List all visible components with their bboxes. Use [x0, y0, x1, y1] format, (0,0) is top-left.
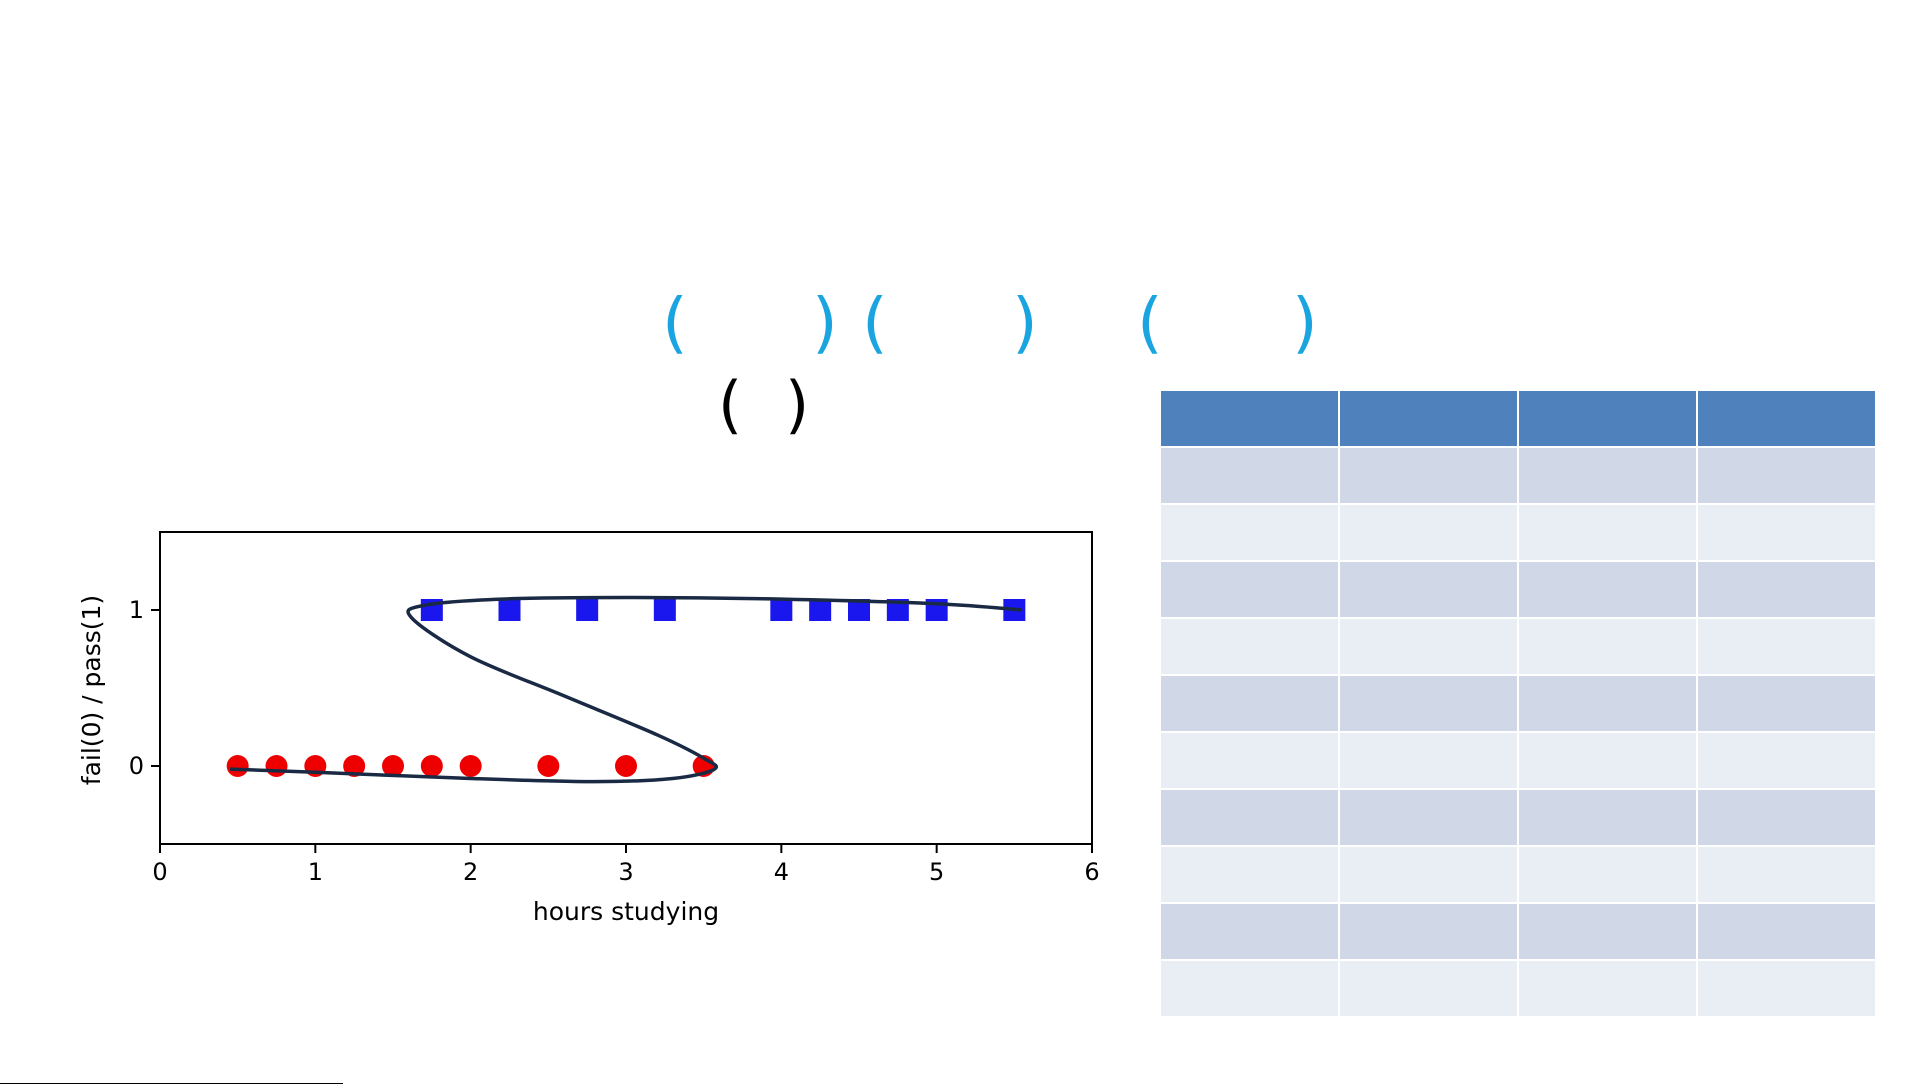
- table-cell: [1338, 617, 1519, 676]
- chart-marks: [226, 595, 1026, 784]
- table-cell: [1696, 731, 1877, 790]
- table-cell: [1517, 674, 1698, 733]
- table-cell: [1159, 674, 1340, 733]
- table-cell: [1338, 731, 1519, 790]
- table-row: [1159, 617, 1877, 676]
- x-tick-label: 5: [929, 858, 944, 886]
- table-cell: [1517, 731, 1698, 790]
- data-point-pass: [886, 599, 909, 621]
- table-cell: [1517, 503, 1698, 562]
- subtitle-paren-open: (: [718, 368, 743, 441]
- plot-frame: [159, 531, 1093, 845]
- table-header-cell: [1517, 389, 1698, 448]
- x-tick-label: 1: [308, 858, 323, 886]
- table-cell: [1338, 446, 1519, 505]
- table-cell: [1696, 503, 1877, 562]
- table-cell: [1159, 788, 1340, 847]
- table-row: [1159, 902, 1877, 961]
- table-cell: [1159, 446, 1340, 505]
- data-point-fail: [615, 755, 637, 777]
- table-header-cell: [1696, 389, 1877, 448]
- table-cell: [1159, 503, 1340, 562]
- table-cell: [1696, 788, 1877, 847]
- x-tick-label: 6: [1084, 858, 1099, 886]
- table-cell: [1696, 617, 1877, 676]
- y-axis-label: fail(0) / pass(1): [77, 595, 106, 785]
- table-cell: [1517, 788, 1698, 847]
- table-row: [1159, 446, 1877, 505]
- data-point-pass: [809, 599, 832, 621]
- table-row: [1159, 845, 1877, 904]
- title-paren-close-1: ): [812, 284, 838, 361]
- table-cell: [1159, 959, 1340, 1018]
- table-cell: [1338, 845, 1519, 904]
- table-header-row: [1159, 389, 1877, 448]
- table-cell: [1696, 959, 1877, 1018]
- table-row: [1159, 788, 1877, 847]
- data-point-pass: [848, 599, 870, 621]
- table-body: [1159, 446, 1877, 1018]
- x-tick-label: 3: [618, 858, 633, 886]
- table-cell: [1517, 959, 1698, 1018]
- data-point-fail: [420, 755, 443, 777]
- table-cell: [1696, 845, 1877, 904]
- table-cell: [1696, 446, 1877, 505]
- title-paren-open-3: (: [1137, 284, 1163, 361]
- table-cell: [1517, 902, 1698, 961]
- table-cell: [1696, 902, 1877, 961]
- table-cell: [1696, 560, 1877, 619]
- table-row: [1159, 959, 1877, 1018]
- table-row: [1159, 731, 1877, 790]
- x-tick-label: 0: [152, 858, 167, 886]
- scatter-chart: 0 1 2 3 4 5 6 0 1 hours studying fail(0) / pass(…: [77, 531, 1100, 926]
- table-cell: [1338, 560, 1519, 619]
- y-tick-label: 1: [129, 596, 144, 624]
- data-point-fail: [382, 755, 404, 777]
- table-cell: [1338, 674, 1519, 733]
- table-header-cell: [1159, 389, 1340, 448]
- data-table: [1159, 389, 1877, 1018]
- table-cell: [1338, 503, 1519, 562]
- data-point-fail: [226, 755, 249, 777]
- subtitle-paren-close: ): [785, 368, 810, 441]
- title-paren-open-1: (: [662, 284, 688, 361]
- table-cell: [1159, 731, 1340, 790]
- table-cell: [1517, 617, 1698, 676]
- x-tick-label: 4: [774, 858, 789, 886]
- table-cell: [1159, 560, 1340, 619]
- table-row: [1159, 674, 1877, 733]
- table-cell: [1338, 902, 1519, 961]
- table-cell: [1338, 959, 1519, 1018]
- table-cell: [1159, 902, 1340, 961]
- data-point-fail: [459, 755, 482, 777]
- data-point-pass: [576, 599, 599, 621]
- table-cell: [1159, 845, 1340, 904]
- x-axis-label: hours studying: [533, 897, 719, 926]
- table-row: [1159, 503, 1877, 562]
- y-tick-label: 0: [129, 752, 144, 780]
- x-tick-label: 2: [463, 858, 478, 886]
- data-point-pass: [653, 599, 676, 621]
- data-point-fail: [343, 755, 366, 777]
- table-cell: [1517, 845, 1698, 904]
- data-point-fail: [265, 755, 288, 777]
- title-paren-close-2: ): [1012, 284, 1038, 361]
- data-point-pass: [770, 599, 793, 621]
- data-point-fail: [537, 755, 560, 777]
- table-row: [1159, 560, 1877, 619]
- fitted-curve: [229, 595, 1023, 784]
- table-header-cell: [1338, 389, 1519, 448]
- table-cell: [1696, 674, 1877, 733]
- title-paren-open-2: (: [862, 284, 888, 361]
- title-paren-close-3: ): [1292, 284, 1318, 361]
- data-point-pass: [498, 599, 521, 621]
- table-cell: [1338, 788, 1519, 847]
- table-cell: [1517, 560, 1698, 619]
- table-cell: [1159, 617, 1340, 676]
- table-cell: [1517, 446, 1698, 505]
- plot-area: 0 1 2 3 4 5 6 0 1: [129, 531, 1100, 886]
